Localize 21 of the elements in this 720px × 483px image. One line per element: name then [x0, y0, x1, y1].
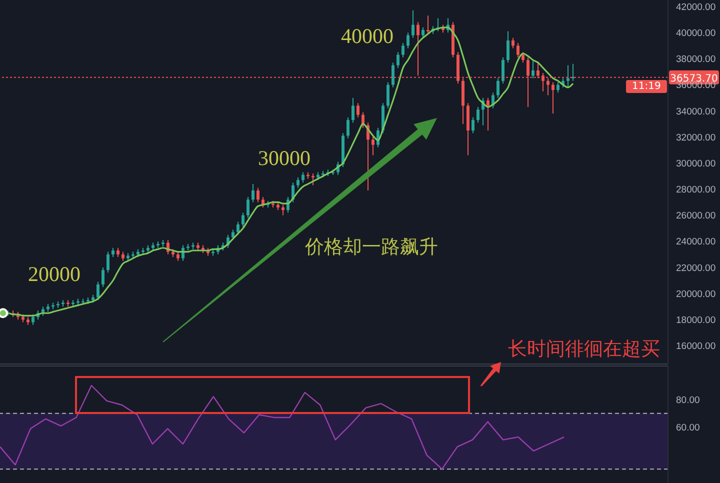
annotation: 价格却一路飙升	[305, 236, 438, 260]
y-tick-label: 20000.00	[676, 288, 716, 300]
text: 11:19	[626, 80, 667, 93]
annotation: 30000	[258, 146, 310, 171]
annotation: 20000	[28, 262, 80, 287]
y-tick-label: 38000.00	[676, 54, 716, 66]
y-tick-label: 32000.00	[676, 132, 716, 144]
y-tick-label: 80.00	[676, 394, 700, 406]
y-tick-label: 40000.00	[676, 28, 716, 39]
y-tick-label: 34000.00	[676, 106, 716, 118]
y-tick-label: 42000.00	[676, 2, 716, 13]
y-tick-label: 26000.00	[676, 210, 716, 222]
annotation: 长时间徘徊在超买	[508, 338, 660, 362]
annotation: 40000	[341, 24, 394, 49]
y-tick-label: 24000.00	[676, 236, 716, 248]
y-tick-label: 28000.00	[676, 184, 716, 196]
y-tick-label: 22000.00	[676, 262, 716, 274]
y-tick-label: 18000.00	[676, 315, 716, 326]
y-tick-label: 16000.00	[676, 341, 716, 352]
y-tick-label: 30000.00	[676, 158, 716, 170]
y-tick-label: 60.00	[676, 422, 700, 434]
